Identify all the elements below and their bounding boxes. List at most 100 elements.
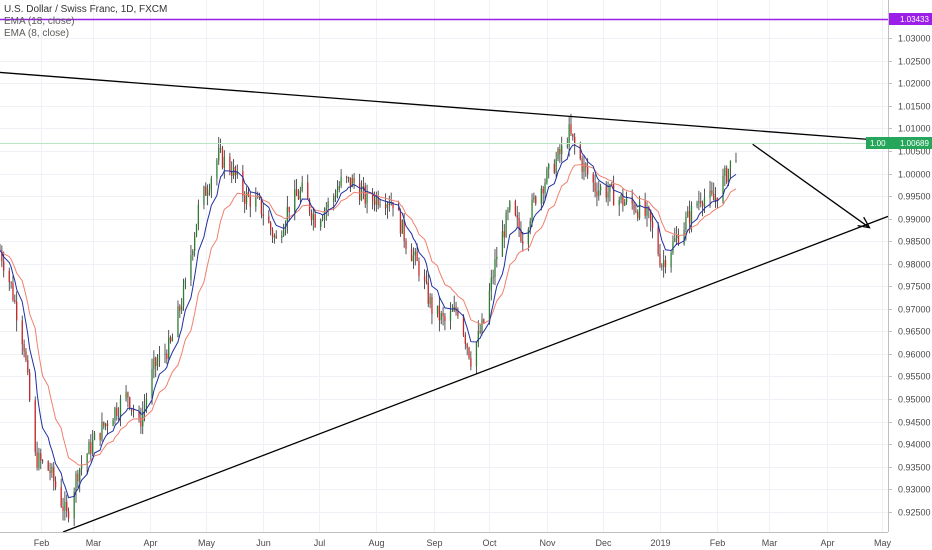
candle-body: [327, 201, 329, 208]
candle-body: [116, 407, 118, 416]
candle-body: [501, 231, 504, 257]
legend: U.S. Dollar / Swiss Franc, 1D, FXCM EMA …: [4, 4, 167, 39]
candle-body: [412, 255, 415, 262]
x-tick-label: Feb: [34, 538, 50, 548]
candle-body: [527, 229, 529, 245]
candle-body: [635, 210, 637, 212]
candle-body: [320, 220, 322, 227]
candle-body: [646, 207, 648, 216]
candle-body: [169, 337, 172, 342]
candle-body: [475, 342, 478, 367]
candle-body: [494, 259, 496, 277]
candle-body: [440, 313, 442, 321]
candle-body: [637, 211, 639, 219]
candle-body: [338, 185, 340, 190]
candle-body: [77, 473, 79, 482]
indicator-ema-18-label: EMA (18, close): [4, 16, 75, 27]
candle-body: [659, 253, 661, 266]
candle-body: [631, 197, 633, 204]
candle-body: [3, 261, 5, 271]
candle-body: [143, 404, 146, 412]
candle-body: [273, 235, 276, 238]
candle-body: [638, 200, 641, 219]
candle-body: [223, 156, 225, 168]
x-tick-label: 2019: [650, 538, 670, 548]
time-axis[interactable]: Feb Mar Apr May Jun Jul Aug Sep Oct Nov Dec 2019 Feb…: [34, 538, 892, 548]
candle-body: [16, 301, 18, 321]
candle-body: [670, 252, 672, 268]
x-tick-label: Sep: [426, 538, 442, 548]
candle-body: [244, 195, 246, 204]
candle-body: [242, 171, 244, 196]
candle-body: [80, 465, 83, 469]
candle-body: [490, 277, 492, 291]
resistance-price-tag: [889, 13, 932, 25]
candle-body: [540, 188, 542, 204]
candle-body: [477, 330, 479, 343]
candle-body: [377, 195, 379, 206]
candle-body: [716, 197, 719, 202]
candle-body: [503, 231, 505, 238]
price-axis[interactable]: 0.92500 0.93000 0.93500 0.94000 0.94500 0.950…: [888, 34, 931, 518]
candle-body: [468, 347, 470, 358]
ema-18-line[interactable]: [0, 164, 737, 466]
candle-body: [203, 186, 205, 205]
projection-arrow[interactable]: [752, 143, 870, 229]
candle-body: [399, 210, 402, 234]
candle-body: [29, 372, 31, 401]
candle-body: [596, 191, 598, 196]
descending-resistance-trendline[interactable]: [0, 71, 874, 141]
candle-body: [600, 186, 602, 191]
candle-body: [709, 190, 711, 198]
x-tick-label: Feb: [710, 538, 726, 548]
ascending-support-trendline[interactable]: [62, 215, 889, 533]
candle-body: [219, 147, 222, 149]
candle-body: [218, 147, 220, 161]
candle-body: [651, 221, 654, 228]
candle-body: [119, 398, 122, 416]
candle-body: [310, 212, 313, 220]
candle-body: [598, 190, 600, 196]
candle-body: [271, 229, 274, 238]
x-tick-label: Mar: [762, 538, 778, 548]
y-tick-label: 0.97500: [898, 282, 931, 292]
candle-body: [416, 251, 418, 262]
resistance-price-tag-text: 1.03433: [900, 15, 929, 24]
candle-body: [612, 184, 615, 206]
candle-body: [451, 310, 453, 312]
candle-body: [206, 192, 209, 196]
candle-body: [518, 218, 520, 230]
y-tick-label: 1.02000: [898, 79, 931, 89]
drawings[interactable]: [0, 18, 889, 533]
candle-body: [397, 208, 400, 211]
candle-body: [210, 178, 212, 190]
candle-body: [587, 167, 589, 175]
candle-body: [1, 250, 3, 262]
candle-body: [51, 466, 53, 473]
candle-body: [114, 407, 116, 420]
chart-title: U.S. Dollar / Swiss Franc, 1D, FXCM: [4, 4, 167, 15]
candle-body: [145, 398, 148, 405]
candle-body: [548, 163, 550, 170]
plot-area[interactable]: [0, 113, 737, 527]
candle-body: [727, 168, 730, 183]
candle-body: [90, 442, 92, 454]
candle-body: [464, 335, 466, 344]
candle-body: [221, 148, 224, 168]
candle-body: [177, 306, 179, 338]
last-price-tag-text: 1.00689: [900, 139, 929, 148]
y-tick-label: 0.99500: [898, 192, 931, 202]
candle-body: [270, 222, 272, 230]
ema-8-line[interactable]: [0, 144, 737, 499]
candle-body: [234, 167, 237, 176]
y-tick-label: 0.93500: [898, 463, 931, 473]
candle-body: [249, 196, 251, 207]
candle-body: [158, 354, 161, 362]
y-tick-label: 0.99000: [898, 215, 931, 225]
y-tick-label: 0.94000: [898, 440, 931, 450]
candle-body: [294, 189, 296, 212]
candle-body: [401, 219, 403, 234]
candle-body: [607, 192, 609, 198]
